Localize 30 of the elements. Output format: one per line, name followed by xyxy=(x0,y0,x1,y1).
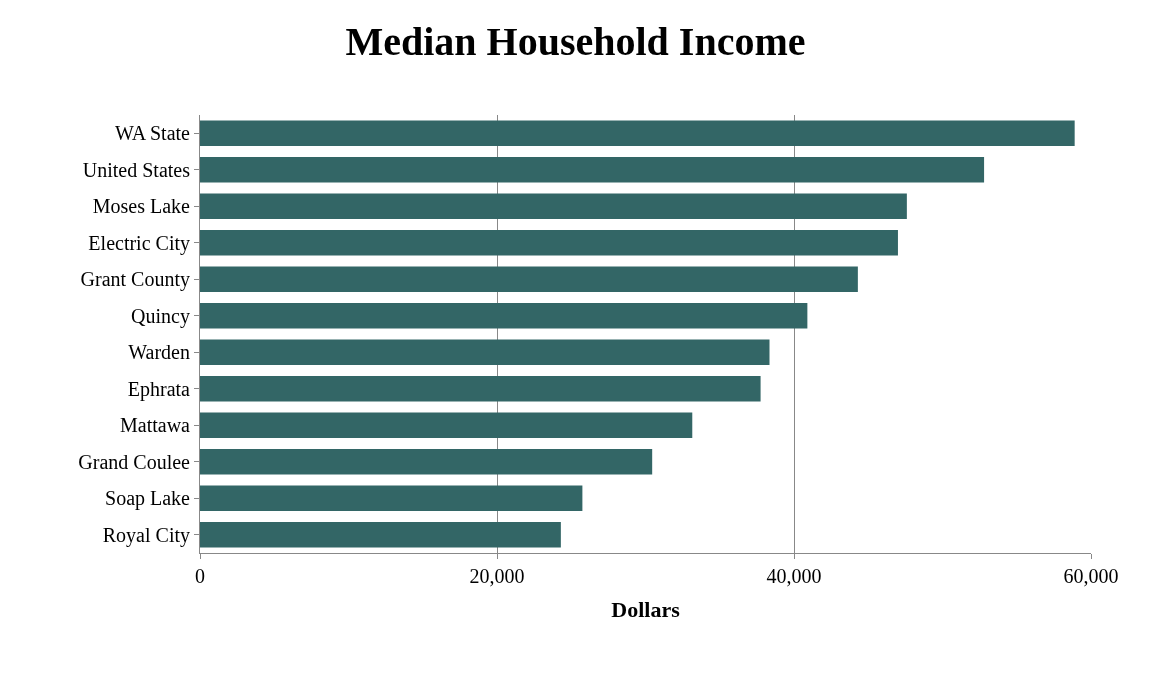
bar xyxy=(200,339,770,366)
y-tick-label: Ephrata xyxy=(127,377,191,401)
y-tick-label: Soap Lake xyxy=(105,487,191,511)
y-tick-label: Warden xyxy=(128,341,190,364)
chart-title: Median Household Income xyxy=(345,18,806,64)
bar xyxy=(200,412,693,439)
bar xyxy=(200,485,583,512)
bar xyxy=(200,266,858,293)
y-tick-label: Quincy xyxy=(131,304,190,328)
y-tick-label: Grant County xyxy=(80,268,190,292)
x-tick-label: 60,000 xyxy=(1063,565,1119,587)
y-tick-label: Grand Coulee xyxy=(78,450,191,473)
x-tick-label: 40,000 xyxy=(766,565,822,587)
bar xyxy=(200,229,898,256)
x-tick-label: 0 xyxy=(195,565,205,587)
bar xyxy=(200,193,907,220)
y-tick-label: Mattawa xyxy=(120,414,191,437)
x-axis-title: Dollars xyxy=(611,596,681,622)
bar xyxy=(200,448,653,475)
x-tick-label: 20,000 xyxy=(469,565,525,587)
bar xyxy=(200,521,561,548)
y-tick-label: United States xyxy=(82,158,191,181)
y-tick-label: WA State xyxy=(115,122,191,145)
bar xyxy=(200,302,808,329)
bar xyxy=(200,375,761,402)
bar xyxy=(200,156,985,183)
y-tick-label: Royal City xyxy=(102,523,190,547)
y-tick-label: Moses Lake xyxy=(92,195,191,218)
y-tick-label: Electric City xyxy=(88,231,190,255)
bar xyxy=(200,120,1075,147)
